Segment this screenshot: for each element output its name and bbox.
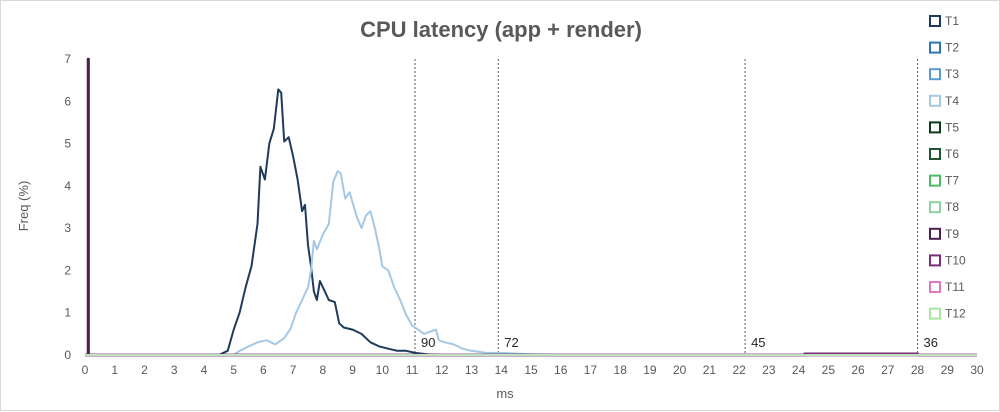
legend-item-t11: T11	[929, 280, 965, 294]
percentile-marker-label: 72	[504, 335, 518, 350]
legend-label: T10	[945, 253, 966, 267]
legend-label: T9	[945, 227, 959, 241]
x-tick-label: 28	[911, 363, 925, 377]
x-tick-label: 14	[495, 363, 509, 377]
legend-label: T4	[945, 94, 959, 108]
x-tick-label: 21	[703, 363, 717, 377]
legend-swatch	[929, 227, 941, 240]
legend-item-t2: T2	[929, 41, 959, 55]
percentile-markers: 90 72 45 36	[414, 59, 938, 355]
x-tick-label: 3	[171, 363, 178, 377]
legend-item-t3: T3	[929, 67, 959, 81]
x-tick-label: 13	[465, 363, 479, 377]
x-tick-label: 0	[82, 363, 89, 377]
legend-label: T7	[945, 174, 959, 188]
y-tick-label: 7	[64, 52, 71, 66]
legend-swatch	[929, 174, 941, 187]
y-tick-label: 1	[64, 306, 71, 320]
legend: T1 T2 T3 T4 T5 T6 T7 T8 T9 T10 T11 T12	[929, 14, 966, 321]
legend-swatch	[929, 201, 941, 214]
percentile-marker-label: 36	[924, 335, 938, 350]
legend-swatch	[929, 281, 941, 293]
x-tick-label: 8	[320, 363, 327, 377]
legend-item-t5: T5	[929, 120, 959, 134]
legend-label: T1	[945, 14, 959, 28]
x-tick-label: 30	[970, 363, 984, 377]
legend-item-t1: T1	[929, 14, 959, 28]
legend-label: T11	[945, 280, 965, 294]
legend-swatch	[929, 94, 941, 107]
percentile-marker-label: 90	[421, 335, 435, 350]
x-tick-labels: 0 1 2 3 4 5 6 7 8 9 10 11 12 13 14 15 16 17 18 19 20 21 22 23 24…	[82, 363, 984, 377]
x-axis-label: ms	[496, 386, 514, 401]
y-tick-label: 6	[64, 94, 71, 108]
series-lines	[85, 57, 977, 357]
legend-swatch	[929, 41, 941, 54]
y-axis-label: Freq (%)	[16, 181, 31, 232]
legend-item-t6: T6	[929, 147, 959, 161]
x-tick-label: 16	[554, 363, 568, 377]
x-tick-label: 19	[643, 363, 657, 377]
x-tick-label: 15	[524, 363, 538, 377]
legend-swatch	[929, 68, 941, 81]
x-tick-label: 25	[822, 363, 836, 377]
legend-item-t7: T7	[929, 174, 959, 188]
x-tick-label: 18	[614, 363, 628, 377]
y-tick-label: 4	[64, 179, 71, 193]
legend-item-t12: T12	[929, 307, 966, 321]
x-tick-label: 2	[141, 363, 148, 377]
series-line-t9	[85, 57, 977, 357]
x-tick-label: 23	[762, 363, 776, 377]
legend-item-t10: T10	[929, 253, 966, 267]
x-tick-label: 17	[584, 363, 598, 377]
legend-label: T3	[945, 67, 959, 81]
legend-label: T2	[945, 41, 959, 55]
x-tick-label: 4	[201, 363, 208, 377]
x-tick-label: 7	[290, 363, 297, 377]
legend-item-t4: T4	[929, 94, 959, 108]
y-tick-label: 0	[64, 348, 71, 362]
legend-swatch	[929, 148, 941, 160]
legend-item-t8: T8	[929, 200, 959, 214]
x-tick-label: 22	[732, 363, 746, 377]
x-tick-label: 26	[851, 363, 865, 377]
percentile-marker-label: 45	[751, 335, 765, 350]
legend-swatch	[929, 121, 941, 134]
x-tick-label: 6	[260, 363, 267, 377]
series-line-t1	[85, 88, 977, 356]
x-tick-label: 5	[230, 363, 237, 377]
series-line-t4	[85, 170, 977, 356]
x-tick-label: 29	[941, 363, 955, 377]
legend-swatch	[929, 254, 941, 267]
x-tick-label: 10	[376, 363, 390, 377]
legend-swatch	[929, 15, 941, 27]
x-tick-label: 27	[881, 363, 895, 377]
legend-item-t9: T9	[929, 227, 959, 241]
y-tick-labels: 0 1 2 3 4 5 6 7	[64, 52, 71, 362]
legend-label: T12	[945, 307, 966, 321]
x-tick-label: 20	[673, 363, 687, 377]
x-tick-label: 9	[349, 363, 356, 377]
legend-label: T5	[945, 120, 959, 134]
legend-swatch	[929, 307, 941, 320]
legend-label: T8	[945, 200, 959, 214]
chart-title: CPU latency (app + render)	[360, 17, 642, 42]
x-tick-label: 11	[406, 363, 419, 377]
x-tick-label: 24	[792, 363, 806, 377]
legend-label: T6	[945, 147, 959, 161]
y-tick-label: 5	[64, 137, 71, 151]
x-tick-label: 12	[435, 363, 449, 377]
y-tick-label: 2	[64, 263, 71, 277]
y-tick-label: 3	[64, 221, 71, 235]
x-tick-label: 1	[111, 363, 118, 377]
